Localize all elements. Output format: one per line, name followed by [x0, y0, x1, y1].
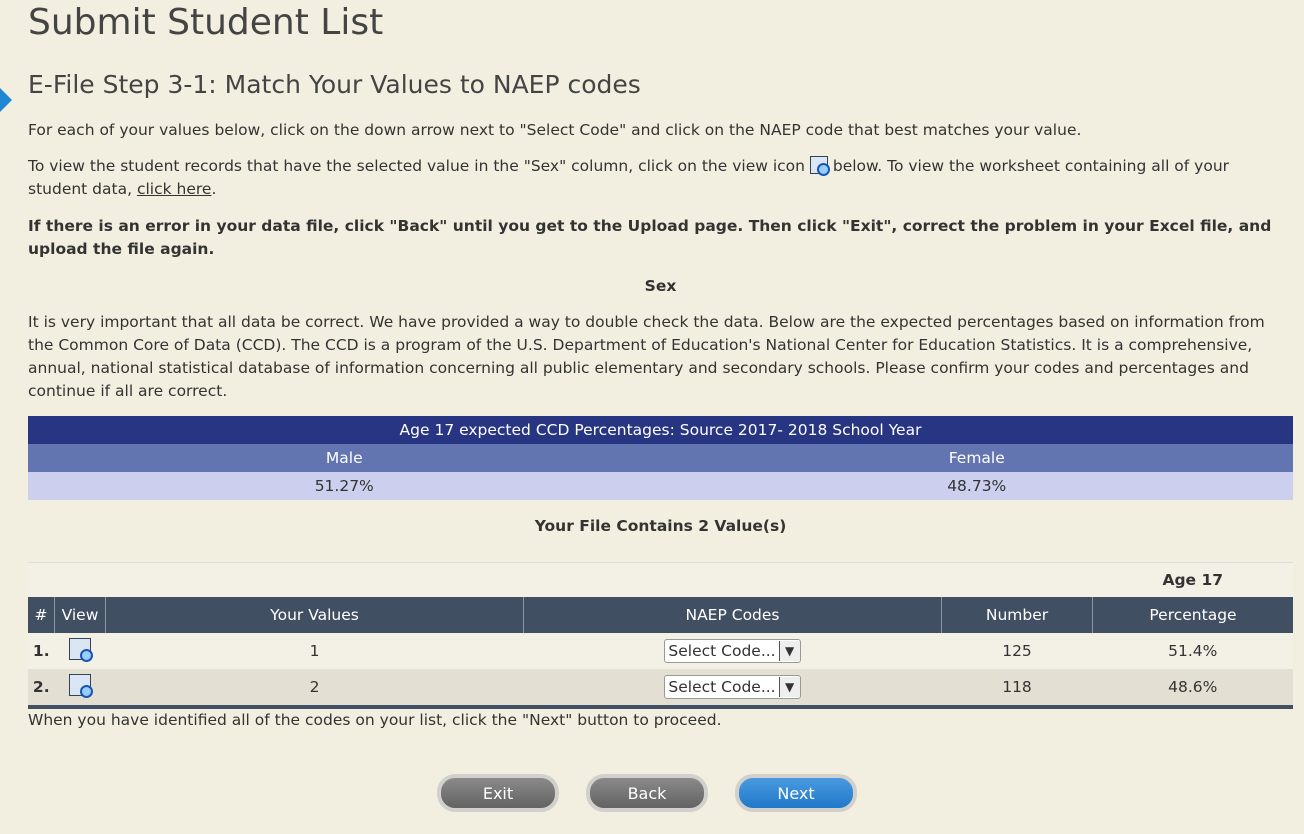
table-row: 2. 2 Select Code... ▼ 118 48.6%: [28, 669, 1293, 709]
row-num: 2.: [28, 669, 55, 709]
ccd-title: Age 17 expected CCD Percentages: Source …: [28, 416, 1293, 444]
view-text: To view the student records that have th…: [28, 157, 805, 175]
row-value: 1: [105, 633, 524, 669]
view-records-icon[interactable]: [69, 638, 93, 662]
ccd-header-male: Male: [28, 444, 661, 472]
select-value: Select Code...: [668, 642, 776, 660]
ccd-text: It is very important that all data be co…: [28, 313, 1265, 400]
naep-code-select[interactable]: Select Code... ▼: [664, 639, 801, 663]
intro-text: For each of your values below, click on …: [28, 121, 1082, 139]
step-title: E-File Step 3-1: Match Your Values to NA…: [28, 70, 641, 99]
view-icon: [809, 156, 830, 176]
row-percentage: 48.6%: [1092, 669, 1293, 709]
select-value: Select Code...: [668, 678, 776, 696]
click-here-link[interactable]: click here: [136, 180, 212, 198]
col-your-values: Your Values: [105, 597, 524, 633]
col-percentage: Percentage: [1092, 597, 1293, 633]
chevron-down-icon[interactable]: ▼: [778, 677, 800, 697]
col-naep-codes: NAEP Codes: [523, 597, 942, 633]
row-number: 118: [941, 669, 1093, 709]
view-records-icon[interactable]: [69, 674, 93, 698]
chevron-down-icon[interactable]: ▼: [778, 641, 800, 661]
current-step-marker: [0, 88, 12, 112]
age-label: Age 17: [1092, 562, 1293, 597]
table-row: 1. 1 Select Code... ▼ 125 51.4%: [28, 633, 1293, 669]
footer-text: When you have identified all of the code…: [28, 711, 722, 729]
view-text-2: below. To view the worksheet containing …: [28, 157, 1230, 198]
col-number: Number: [941, 597, 1093, 633]
row-num: 1.: [28, 633, 55, 669]
file-contains: Your File Contains 2 Value(s): [534, 517, 787, 535]
next-button[interactable]: Next: [735, 774, 857, 812]
variable-heading: Sex: [644, 277, 677, 295]
error-text: If there is an error in your data file, …: [28, 217, 1272, 258]
row-value: 2: [105, 669, 524, 709]
row-percentage: 51.4%: [1092, 633, 1293, 669]
row-number: 125: [941, 633, 1093, 669]
ccd-table: Age 17 expected CCD Percentages: Source …: [28, 416, 1293, 500]
view-instructions: To view the student records that have th…: [28, 155, 1293, 201]
ccd-value-male: 51.27%: [28, 472, 661, 500]
values-table: Age 17 # View Your Values NAEP Codes Num…: [28, 562, 1293, 709]
naep-code-select[interactable]: Select Code... ▼: [664, 675, 801, 699]
ccd-value-female: 48.73%: [660, 472, 1293, 500]
back-button[interactable]: Back: [586, 774, 708, 812]
page-title: Submit Student List: [28, 2, 384, 43]
period: .: [211, 180, 217, 198]
ccd-header-female: Female: [660, 444, 1293, 472]
col-num: #: [28, 597, 55, 633]
col-view: View: [54, 597, 106, 633]
exit-button[interactable]: Exit: [437, 774, 559, 812]
